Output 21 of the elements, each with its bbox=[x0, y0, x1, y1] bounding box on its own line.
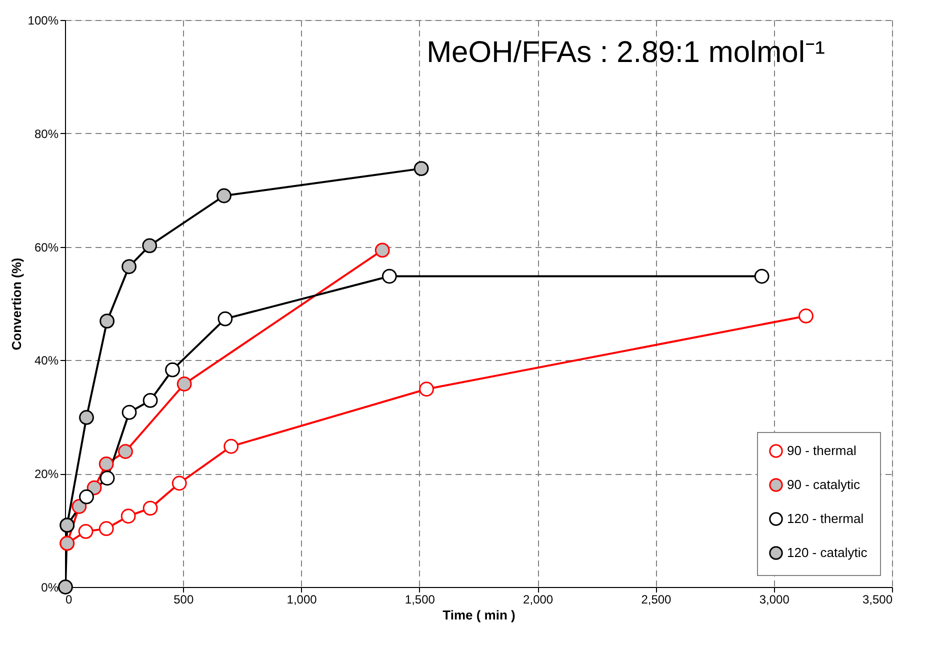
y-tick-label: 20% bbox=[34, 467, 59, 482]
x-tick-label: 3,500 bbox=[862, 592, 893, 606]
y-tick-label: 100% bbox=[28, 14, 59, 28]
legend-label: 90 - thermal bbox=[787, 443, 856, 458]
x-tick-label: 1,500 bbox=[404, 592, 436, 606]
y-tick-label: 80% bbox=[34, 126, 59, 141]
legend-label: 120 - thermal bbox=[787, 511, 864, 526]
x-axis-title: Time ( min ) bbox=[442, 608, 516, 622]
y-tick-label: 0% bbox=[41, 580, 59, 594]
x-tick-label: 3,000 bbox=[759, 592, 790, 606]
x-tick-label: 2,500 bbox=[641, 592, 672, 606]
legend-label: 120 - catalytic bbox=[787, 545, 868, 560]
legend-label: 90 - catalytic bbox=[787, 477, 860, 492]
x-tick-label: 0 bbox=[66, 592, 72, 606]
annotation: MeOH/FFAs : 2.89:1 molmol⁻¹ bbox=[426, 36, 826, 69]
x-tick-label: 500 bbox=[174, 592, 194, 606]
y-tick-label: 60% bbox=[34, 240, 59, 254]
x-tick-label: 2,000 bbox=[523, 592, 554, 606]
y-axis-title: Convertion (%) bbox=[8, 258, 24, 350]
y-tick-label: 40% bbox=[34, 354, 59, 368]
x-tick-label: 1,000 bbox=[286, 592, 318, 606]
